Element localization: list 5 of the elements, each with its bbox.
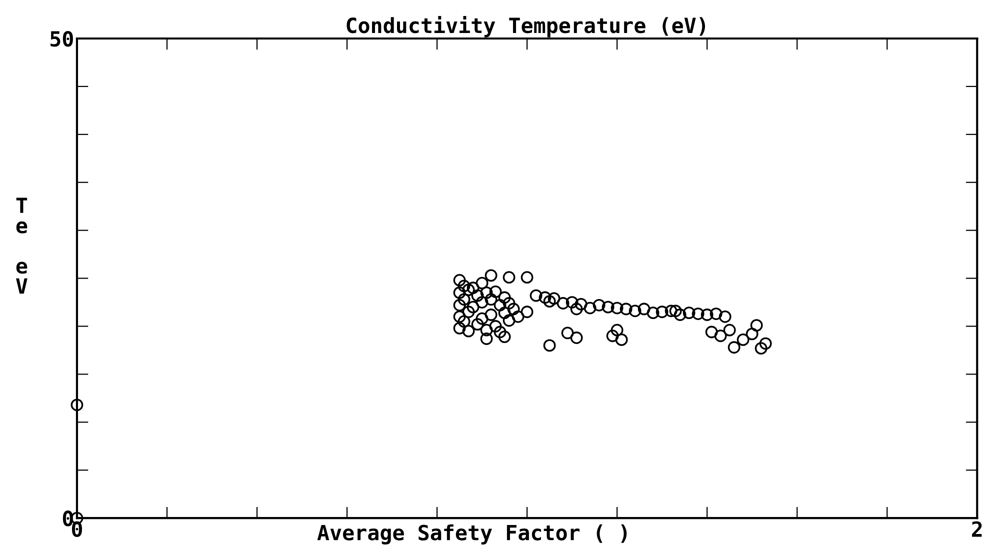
y-tick-label: 50 (50, 30, 73, 47)
x-tick-label: 2 (972, 521, 982, 537)
x-axis-title: Average Safety Factor ( ) (317, 524, 627, 544)
chart-title: Conductivity Temperature (eV) (346, 16, 706, 38)
text: Te eV (16, 198, 28, 294)
